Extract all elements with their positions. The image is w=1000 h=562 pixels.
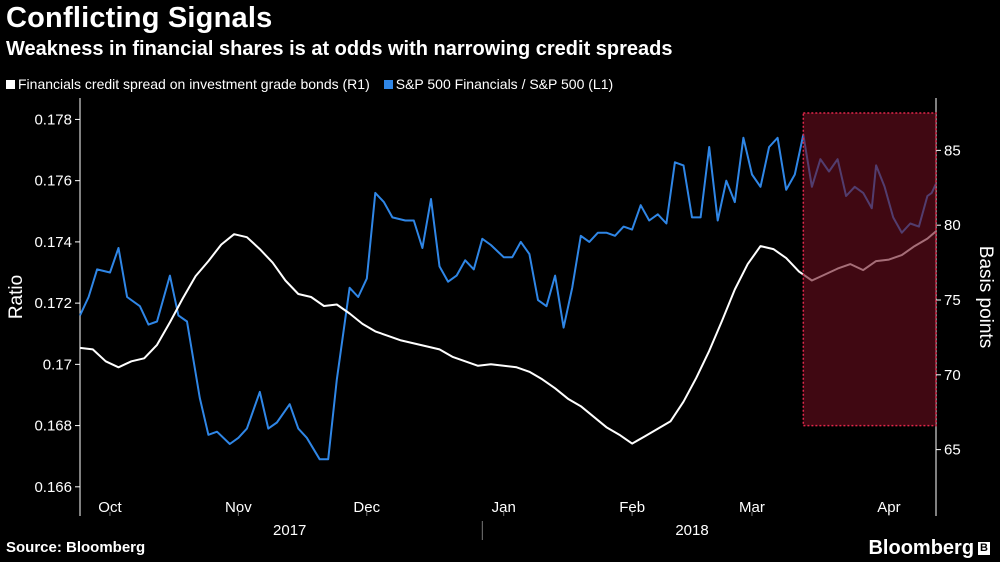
legend-item-credit: Financials credit spread on investment g…	[6, 76, 370, 92]
legend: Financials credit spread on investment g…	[6, 76, 623, 92]
legend-item-ratio: S&P 500 Financials / S&P 500 (L1)	[383, 76, 614, 92]
credit-spread-series-line	[79, 230, 937, 445]
x-year-label: 2017	[273, 522, 306, 539]
left-tick-label: 0.178	[34, 111, 72, 128]
left-tick-label: 0.168	[34, 418, 72, 435]
legend-swatch-ratio	[383, 79, 393, 89]
x-tick-label: Apr	[877, 499, 900, 516]
brand-name: Bloomberg	[868, 537, 975, 559]
x-tick-label: Nov	[225, 499, 252, 516]
chart-subtitle: Weakness in financial shares is at odds …	[6, 38, 673, 60]
x-tick-label: Mar	[739, 499, 765, 516]
legend-label-ratio: S&P 500 Financials / S&P 500 (L1)	[395, 76, 614, 92]
left-tick-label: 0.174	[34, 234, 72, 251]
right-tick-label: 75	[944, 292, 961, 309]
left-tick-label: 0.172	[34, 295, 72, 312]
x-year-label: 2018	[675, 522, 708, 539]
highlight-region	[802, 112, 937, 427]
legend-swatch-credit	[6, 79, 15, 89]
left-axis-title: Ratio	[6, 275, 27, 319]
left-tick-label: 0.17	[43, 356, 72, 373]
brand-mark-icon: B	[978, 542, 990, 555]
right-axis-title: Basis points	[975, 246, 996, 348]
chart-title: Conflicting Signals	[6, 2, 273, 34]
x-tick-label: Jan	[492, 499, 516, 516]
x-tick-label: Feb	[619, 499, 645, 516]
x-tick-label: Dec	[353, 499, 380, 516]
bloomberg-logo: Bloomberg B	[868, 537, 990, 560]
right-tick-label: 70	[944, 367, 961, 384]
left-tick-label: 0.176	[34, 173, 72, 190]
x-tick-label: Oct	[98, 499, 122, 516]
source-note: Source: Bloomberg	[6, 539, 146, 556]
right-tick-label: 85	[944, 142, 961, 159]
left-tick-label: 0.166	[34, 479, 72, 496]
legend-label-credit: Financials credit spread on investment g…	[18, 76, 370, 92]
right-tick-label: 65	[944, 442, 961, 459]
right-tick-label: 80	[944, 217, 961, 234]
